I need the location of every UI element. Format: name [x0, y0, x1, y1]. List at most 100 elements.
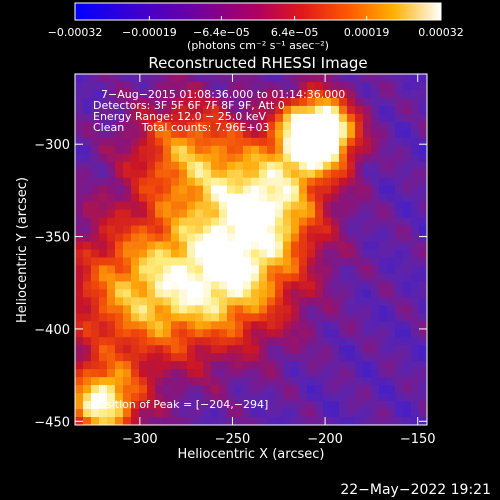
heatmap-cell [195, 129, 204, 139]
heatmap-cell [211, 161, 220, 171]
heatmap-cell [195, 353, 204, 362]
heatmap-cell [147, 337, 156, 346]
heatmap-cell [259, 209, 268, 219]
heatmap-cell [99, 169, 108, 179]
heatmap-cell [323, 345, 332, 354]
heatmap-cell [315, 225, 324, 235]
heatmap-cell [339, 241, 348, 250]
heatmap-cell [83, 161, 92, 171]
heatmap-cell [307, 281, 316, 290]
heatmap-cell [163, 313, 172, 322]
heatmap-cell [275, 153, 284, 163]
heatmap-cell [163, 361, 172, 370]
heatmap-cell [75, 329, 84, 338]
heatmap-cell [315, 297, 324, 306]
heatmap-cell [131, 321, 140, 330]
heatmap-cell [179, 74, 188, 83]
heatmap-cell [315, 89, 324, 99]
heatmap-cell [403, 74, 412, 83]
heatmap-cell [83, 265, 92, 274]
heatmap-cell [299, 305, 308, 314]
heatmap-cell [243, 273, 252, 282]
heatmap-cell [123, 297, 132, 306]
heatmap-cell [259, 265, 268, 274]
heatmap-cell [283, 121, 292, 131]
heatmap-cell [179, 137, 188, 147]
heatmap-cell [419, 169, 428, 179]
heatmap-cell [347, 185, 356, 195]
heatmap-cell [203, 297, 212, 306]
heatmap-cell [187, 225, 196, 235]
heatmap-cell [395, 273, 404, 282]
heatmap-cell [75, 249, 84, 258]
heatmap-cell [379, 305, 388, 314]
heatmap-cell [203, 177, 212, 187]
heatmap-cell [323, 97, 332, 107]
heatmap-cell [203, 193, 212, 203]
heatmap-cell [179, 321, 188, 330]
heatmap-cell [339, 121, 348, 131]
heatmap-cell [83, 97, 92, 107]
heatmap-cell [235, 305, 244, 314]
heatmap-cell [107, 177, 116, 187]
heatmap-cell [347, 81, 356, 91]
heatmap-cell [331, 401, 340, 410]
heatmap-cell [163, 209, 172, 219]
heatmap-cell [123, 74, 132, 83]
heatmap-cell [371, 393, 380, 402]
heatmap-cell [395, 177, 404, 187]
heatmap-cell [139, 409, 148, 418]
x-axis-label: Heliocentric X (arcsec) [178, 447, 325, 462]
heatmap-cell [267, 225, 276, 235]
heatmap-cell [179, 161, 188, 171]
heatmap-cell [203, 345, 212, 354]
heatmap-cell [123, 233, 132, 243]
heatmap-cell [267, 169, 276, 179]
heatmap-cell [355, 81, 364, 91]
heatmap-cell [195, 249, 204, 258]
heatmap-cell [155, 137, 164, 147]
heatmap-cell [107, 409, 116, 418]
heatmap-cell [411, 121, 420, 131]
heatmap-cell [123, 337, 132, 346]
heatmap-cell [163, 129, 172, 139]
heatmap-cell [419, 257, 428, 266]
heatmap-cell [91, 97, 100, 107]
heatmap-cell [275, 401, 284, 410]
heatmap-cell [243, 281, 252, 290]
heatmap-cell [379, 81, 388, 91]
heatmap-cell [235, 193, 244, 203]
heatmap-cell [251, 97, 260, 107]
heatmap-cell [155, 169, 164, 179]
heatmap-cell [363, 337, 372, 346]
heatmap-cell [187, 137, 196, 147]
heatmap-cell [307, 121, 316, 131]
heatmap-cell [187, 353, 196, 362]
heatmap-cell [171, 321, 180, 330]
heatmap-cell [275, 393, 284, 402]
heatmap-cell [163, 105, 172, 115]
heatmap-cell [139, 241, 148, 250]
heatmap-cell [107, 249, 116, 258]
heatmap-cell [307, 129, 316, 139]
heatmap-cell [99, 313, 108, 322]
heatmap-cell [147, 193, 156, 203]
heatmap-cell [259, 89, 268, 99]
heatmap-cell [155, 329, 164, 338]
heatmap-cell [131, 241, 140, 250]
heatmap-cell [163, 89, 172, 99]
heatmap-cell [139, 217, 148, 227]
heatmap-cell [259, 97, 268, 107]
heatmap-cell [123, 209, 132, 219]
heatmap-cell [379, 121, 388, 131]
heatmap-cell [419, 401, 428, 410]
heatmap-cell [355, 313, 364, 322]
heatmap-cell [307, 353, 316, 362]
heatmap-cell [147, 249, 156, 258]
heatmap-cell [387, 217, 396, 227]
heatmap-cell [139, 177, 148, 187]
heatmap-cell [91, 393, 100, 402]
heatmap-cell [99, 121, 108, 131]
heatmap-cell [363, 201, 372, 211]
heatmap-cell [115, 393, 124, 402]
